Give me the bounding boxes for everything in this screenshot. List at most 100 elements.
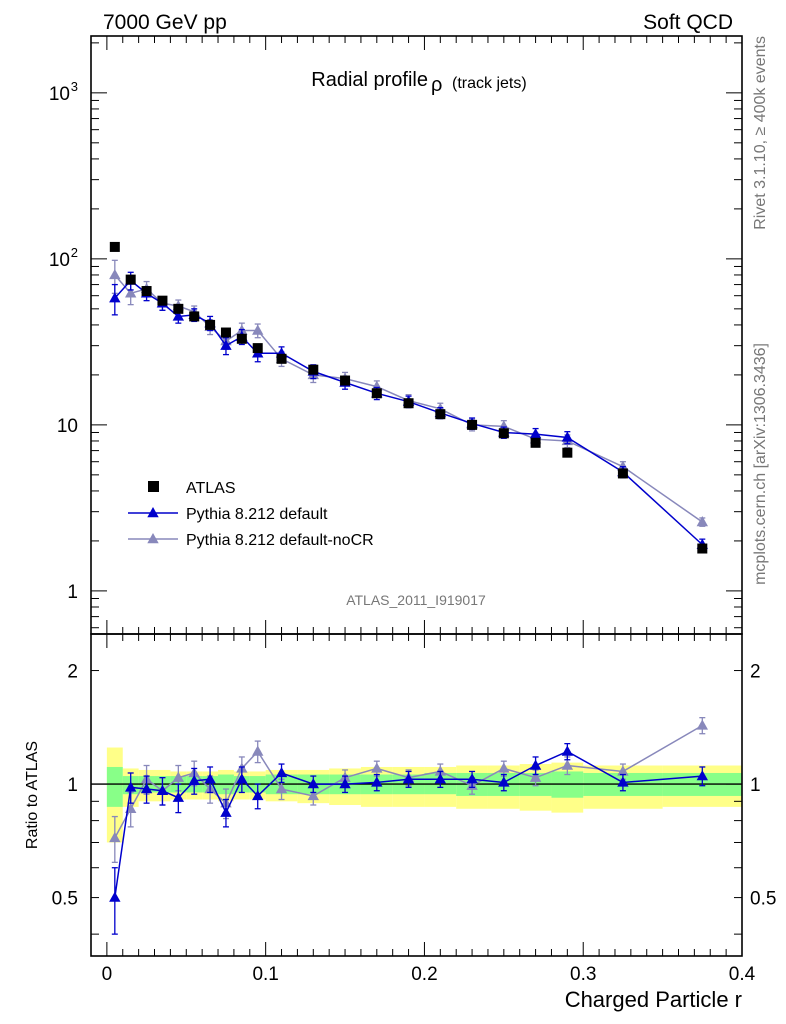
ratio-default-point <box>204 773 216 784</box>
x-tick-label: 0.3 <box>570 964 596 985</box>
ratio-default-point <box>172 791 185 802</box>
ratio-default-point <box>434 773 447 784</box>
series-default-point <box>220 339 232 350</box>
ratio-nocr-line <box>114 724 703 839</box>
ratio-y-tick-label: 1 <box>67 775 78 796</box>
legend-label-nocr: Pythia 8.212 default-noCR <box>186 532 374 549</box>
ratio-default-point <box>275 766 288 778</box>
x-tick-label: 0.4 <box>729 964 756 985</box>
legend-marker-nocr <box>147 533 159 544</box>
ratio-default-point <box>696 770 709 781</box>
series-default-point <box>172 310 185 321</box>
ratio-default-point <box>529 759 542 770</box>
y-tick-label: 1 <box>67 582 78 603</box>
atlas-data-point <box>157 295 168 306</box>
series-nocr-point <box>371 380 383 391</box>
rivet-label: Rivet 3.1.10, ≥ 400k events <box>752 36 769 230</box>
ratio-default-point <box>617 776 629 787</box>
atlas-data-point <box>252 343 263 354</box>
header-right-text: Soft QCD <box>643 11 733 34</box>
ratio-default-point <box>140 783 153 794</box>
ratio-nocr-point <box>498 762 510 773</box>
ratio-default-line <box>114 750 703 898</box>
series-default-point <box>561 431 574 442</box>
series-nocr-point <box>617 460 629 471</box>
atlas-data-point <box>435 409 446 420</box>
ratio-default-point <box>124 781 137 792</box>
ratio-nocr-point <box>434 765 447 776</box>
series-nocr-point <box>109 268 121 280</box>
y-tick-label: 10 <box>49 250 70 271</box>
series-default-point <box>529 428 542 439</box>
atlas-data-point <box>467 419 478 430</box>
atlas-data-point <box>141 286 152 297</box>
legend-marker-default <box>147 507 159 518</box>
analysis-label: ATLAS_2011_I919017 <box>346 592 486 608</box>
ratio-nocr-point <box>617 765 629 776</box>
ratio-y-tick-label-right: 2 <box>750 662 761 683</box>
y-tick-exponent: 3 <box>71 79 78 94</box>
atlas-data-point <box>276 353 287 364</box>
ratio-default-point <box>371 776 383 787</box>
series-default-point <box>109 292 121 303</box>
atlas-data-point <box>236 333 247 344</box>
atlas-data-point <box>189 311 200 322</box>
ratio-y-tick-label-right: 0.5 <box>750 889 776 910</box>
y-tick-exponent: 2 <box>71 245 78 260</box>
x-tick-label: 0 <box>102 964 113 985</box>
ratio-y-tick-label: 2 <box>67 662 78 683</box>
atlas-data-point <box>530 437 541 448</box>
atlas-data-point <box>173 303 184 314</box>
y-tick-label: 10 <box>49 84 70 105</box>
plot-frame <box>90 633 743 957</box>
atlas-data-point <box>371 388 382 399</box>
x-tick-label: 0.2 <box>411 964 437 985</box>
ratio-nocr-point <box>252 745 264 756</box>
ratio-default-point <box>498 776 510 787</box>
ratio-y-tick-label: 0.5 <box>52 889 78 910</box>
ratio-default-point <box>188 774 200 786</box>
series-nocr-point <box>498 420 510 431</box>
legend: ATLAS Pythia 8.212 default Pythia 8.212 de… <box>128 480 374 549</box>
chart-title-subscript: (track jets) <box>452 75 527 92</box>
ratio-nocr-point <box>172 771 185 782</box>
ratio-nocr-point <box>307 789 319 801</box>
ratio-nocr-point <box>109 831 121 843</box>
ratio-default-point <box>156 784 169 795</box>
series-default-line <box>114 279 703 546</box>
legend-label-atlas: ATLAS <box>186 480 236 497</box>
y-tick-label: 10 <box>57 416 78 437</box>
series-nocr-point <box>696 516 709 527</box>
atlas-data-point <box>498 428 509 439</box>
ratio-default-point <box>307 778 319 789</box>
ratio-default-point <box>236 773 248 784</box>
legend-marker-atlas <box>148 481 159 492</box>
series-nocr-point <box>124 287 137 298</box>
atlas-data-point <box>617 468 628 479</box>
series-nocr-point <box>252 324 264 335</box>
atlas-data-point <box>125 274 136 285</box>
ratio-default-point <box>220 806 232 817</box>
x-axis-label: Charged Particle r <box>565 987 742 1012</box>
atlas-data-point <box>562 447 573 458</box>
ratio-y-axis-label: Ratio to ATLAS <box>24 741 41 849</box>
atlas-data-point <box>109 241 120 252</box>
atlas-data-point <box>205 319 216 330</box>
atlas-data-point <box>403 398 414 409</box>
ratio-nocr-point <box>696 719 709 730</box>
ratio-plot-panel: 0 0.1 0.2 0.3 0.4 0.5 0.5 1 1 2 2 Ratio to ATLAS Cha… <box>24 633 776 1012</box>
header-left-text: 7000 GeV pp <box>103 11 227 34</box>
ratio-default-point <box>252 789 264 801</box>
ratio-nocr-point <box>371 762 383 773</box>
ratio-default-point <box>402 773 415 784</box>
ratio-default-point <box>466 773 478 784</box>
chart-title-symbol: ρ <box>431 74 442 96</box>
legend-label-default: Pythia 8.212 default <box>186 506 328 523</box>
ratio-default-point <box>561 745 574 756</box>
ratio-default-point <box>109 891 121 902</box>
ratio-default-point <box>339 778 351 789</box>
ratio-y-tick-label-right: 1 <box>750 775 761 796</box>
atlas-data-point <box>308 364 319 375</box>
